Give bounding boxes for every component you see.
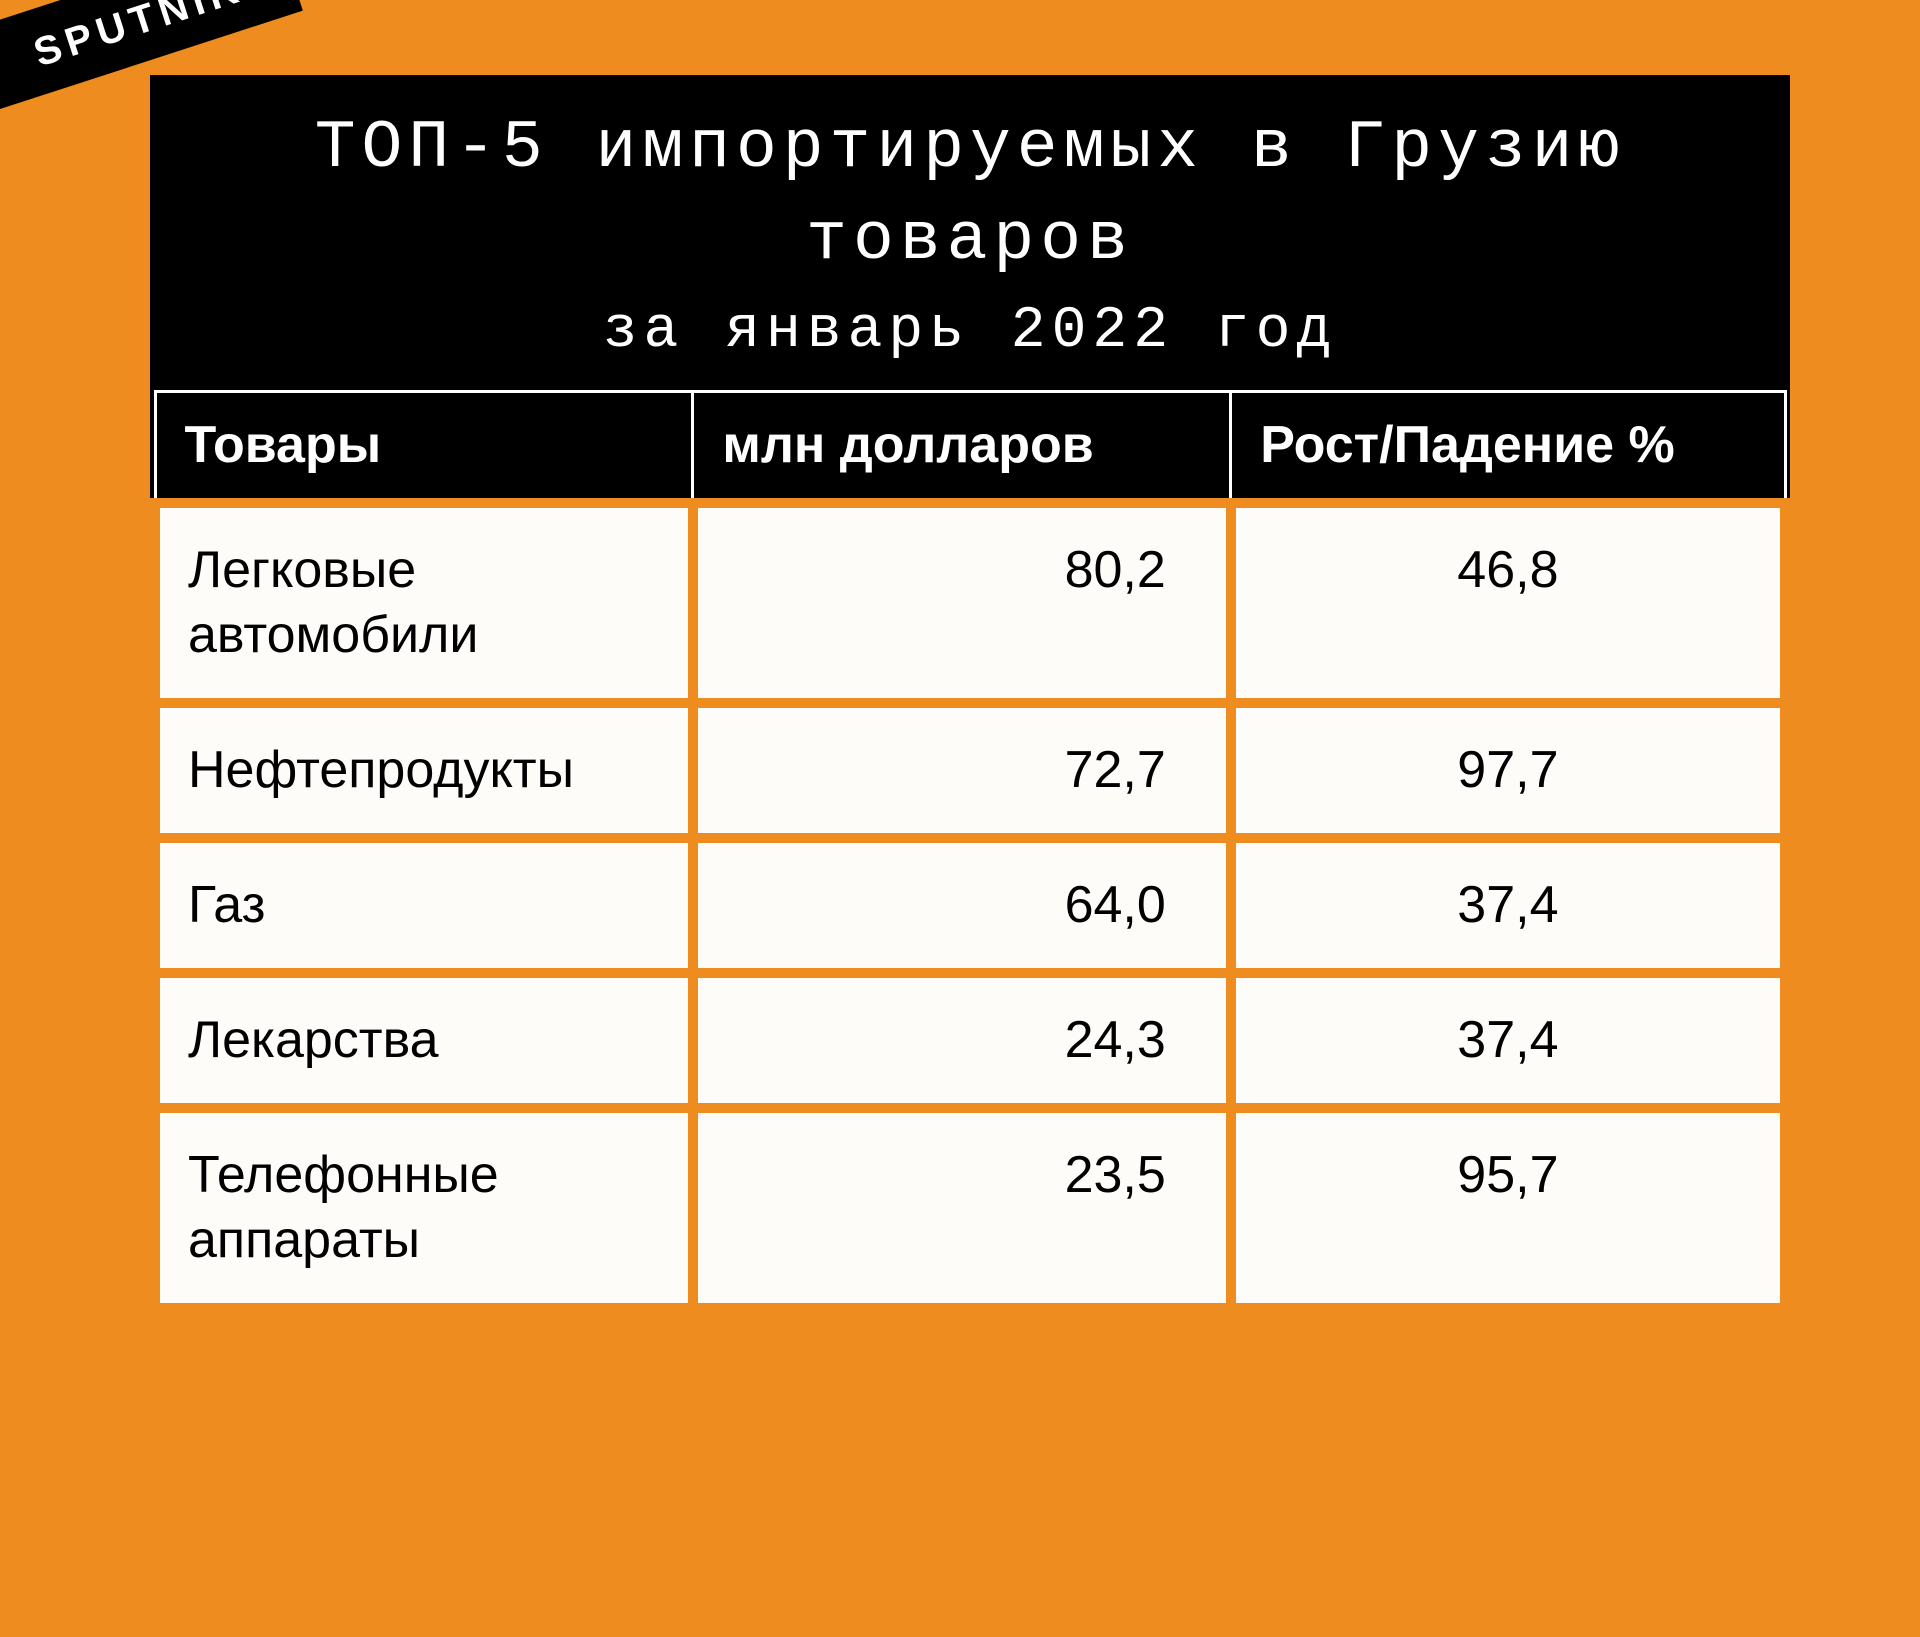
cell-change: 37,4 [1231,973,1785,1108]
col-header-value: млн долларов [693,391,1231,503]
table-row: Легковые автомобили 80,2 46,8 [155,503,1785,703]
col-header-change: Рост/Падение % [1231,391,1785,503]
title-line-1: ТОП-5 импортируемых в Грузию [315,110,1626,187]
imports-table: Товары млн долларов Рост/Падение % Легко… [150,390,1790,1313]
cell-product: Газ [155,838,693,973]
cell-change: 95,7 [1231,1108,1785,1308]
cell-change: 37,4 [1231,838,1785,973]
cell-value: 24,3 [693,973,1231,1108]
infographic-subtitle: за январь 2022 год [150,299,1790,390]
cell-product: Телефонные аппараты [155,1108,693,1308]
table-header-row: Товары млн долларов Рост/Падение % [155,391,1785,503]
cell-value: 80,2 [693,503,1231,703]
table-row: Газ 64,0 37,4 [155,838,1785,973]
infographic-panel: ТОП-5 импортируемых в Грузию товаров за … [150,75,1790,1313]
cell-value: 64,0 [693,838,1231,973]
table-row: Нефтепродукты 72,7 97,7 [155,703,1785,838]
cell-value: 23,5 [693,1108,1231,1308]
title-line-2: товаров [806,202,1134,279]
table-row: Лекарства 24,3 37,4 [155,973,1785,1108]
col-header-product: Товары [155,391,693,503]
infographic-title: ТОП-5 импортируемых в Грузию товаров [150,75,1790,299]
cell-product: Легковые автомобили [155,503,693,703]
cell-change: 46,8 [1231,503,1785,703]
cell-value: 72,7 [693,703,1231,838]
table-row: Телефонные аппараты 23,5 95,7 [155,1108,1785,1308]
cell-change: 97,7 [1231,703,1785,838]
cell-product: Лекарства [155,973,693,1108]
cell-product: Нефтепродукты [155,703,693,838]
